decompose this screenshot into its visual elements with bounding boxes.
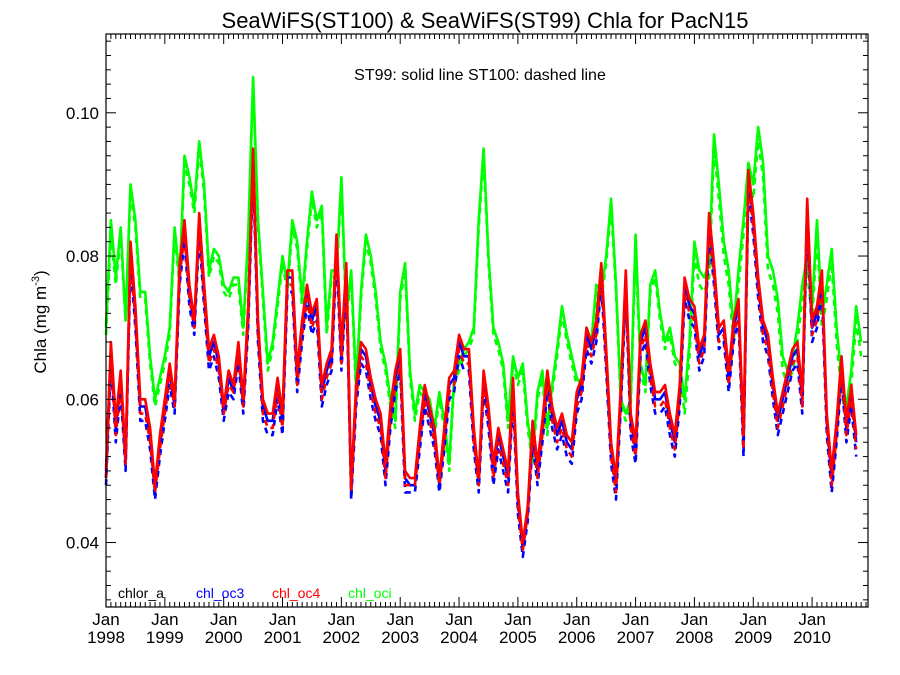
x-tick-year-label: 2005 bbox=[499, 628, 537, 647]
series-line-chl_oc4-solid bbox=[104, 147, 858, 544]
y-tick-label: 0.08 bbox=[66, 247, 99, 266]
x-tick-month-label: Jan bbox=[681, 610, 708, 629]
legend-entry-chl_oci: chl_oci bbox=[348, 585, 392, 601]
axes-layer: 0.040.060.080.10Jan1998Jan1999Jan2000Jan… bbox=[66, 33, 869, 647]
y-tick-label: 0.06 bbox=[66, 390, 99, 409]
x-tick-month-label: Jan bbox=[622, 610, 649, 629]
x-tick-month-label: Jan bbox=[445, 610, 472, 629]
y-axis-label: Chla (mg m-3) bbox=[30, 270, 50, 373]
x-tick-year-label: 2002 bbox=[322, 628, 360, 647]
y-tick-label: 0.04 bbox=[66, 534, 99, 553]
x-tick-month-label: Jan bbox=[210, 610, 237, 629]
x-tick-month-label: Jan bbox=[269, 610, 296, 629]
series-line-chl_oc3-dashed bbox=[104, 168, 858, 559]
x-tick-year-label: 2004 bbox=[440, 628, 478, 647]
x-tick-year-label: 2007 bbox=[617, 628, 655, 647]
x-tick-month-label: Jan bbox=[798, 610, 825, 629]
x-tick-year-label: 2008 bbox=[676, 628, 714, 647]
legend-entry-chl_oc3: chl_oc3 bbox=[196, 585, 244, 601]
x-tick-year-label: 2006 bbox=[558, 628, 596, 647]
x-tick-month-label: Jan bbox=[504, 610, 531, 629]
y-tick-label: 0.10 bbox=[66, 104, 99, 123]
y-axis-label-superscript: -3 bbox=[30, 276, 42, 286]
x-tick-year-label: 2003 bbox=[381, 628, 419, 647]
x-tick-month-label: Jan bbox=[328, 610, 355, 629]
y-axis-label-main: Chla (mg m bbox=[31, 286, 50, 374]
y-axis-label-close: ) bbox=[31, 270, 50, 276]
legend-entry-chlor_a: chlor_a bbox=[118, 585, 164, 601]
plot-frame bbox=[105, 33, 869, 608]
legend: chlor_a chl_oc3 chl_oc4 chl_oci bbox=[118, 585, 392, 601]
x-tick-year-label: 2000 bbox=[205, 628, 243, 647]
x-tick-year-label: 2010 bbox=[793, 628, 831, 647]
x-tick-month-label: Jan bbox=[386, 610, 413, 629]
line-style-annotation: ST99: solid line ST100: dashed line bbox=[354, 67, 606, 84]
x-tick-month-label: Jan bbox=[740, 610, 767, 629]
series-line-chl_oc4-dashed bbox=[104, 161, 858, 551]
series-layer bbox=[104, 75, 863, 559]
x-tick-year-label: 2009 bbox=[734, 628, 772, 647]
x-tick-month-label: Jan bbox=[151, 610, 178, 629]
legend-entry-chl_oc4: chl_oc4 bbox=[272, 585, 320, 601]
x-tick-year-label: 1999 bbox=[146, 628, 184, 647]
chart-title: SeaWiFS(ST100) & SeaWiFS(ST99) Chla for … bbox=[222, 8, 749, 33]
x-tick-month-label: Jan bbox=[563, 610, 590, 629]
x-tick-year-label: 1998 bbox=[87, 628, 125, 647]
x-tick-year-label: 2001 bbox=[264, 628, 302, 647]
x-tick-month-label: Jan bbox=[92, 610, 119, 629]
